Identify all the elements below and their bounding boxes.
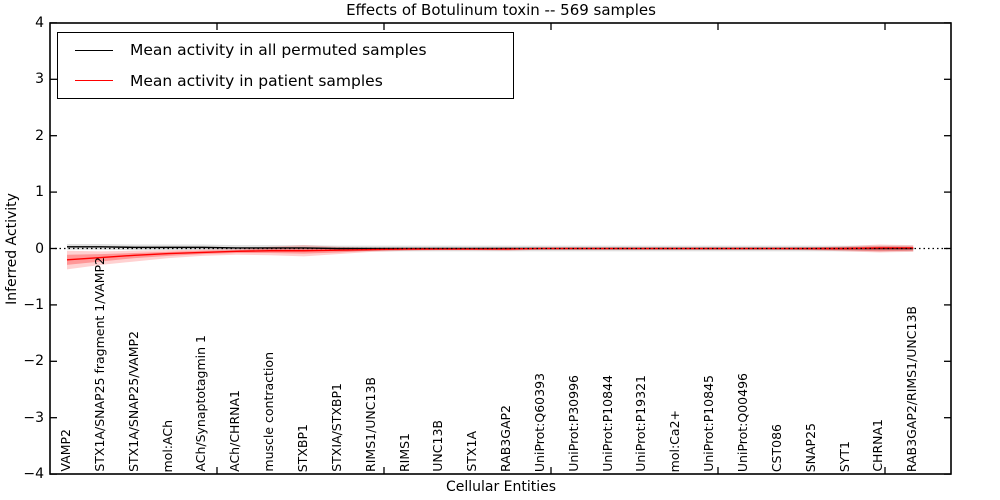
y-tick-label: 4 (35, 14, 44, 31)
y-tick-label: 2 (35, 127, 44, 144)
x-tick-label: UniProt:P30996 (565, 375, 581, 472)
y-tick-label: −4 (23, 466, 44, 483)
legend-entry-patient: Mean activity in patient samples (58, 68, 513, 94)
legend-line-icon (75, 80, 113, 82)
x-tick-label: UniProt:Q00496 (735, 372, 750, 472)
y-tick-label: 1 (35, 184, 44, 201)
x-tick-label: UniProt:P19321 (633, 375, 649, 472)
permuted-samples-spread-band (67, 243, 914, 252)
x-tick-label: mol:Ca2+ (667, 409, 683, 472)
y-tick-label: −3 (23, 409, 44, 426)
x-tick-label: VAMP2 (58, 429, 73, 472)
x-tick-label: RIMS1 (396, 432, 412, 472)
x-tick-label: RAB3GAP2/RIMS1/UNC13B (904, 305, 920, 472)
y-tick-label: −2 (23, 353, 44, 370)
x-tick-label: CHRNA1 (870, 419, 886, 472)
x-tick-label: mol:ACh (159, 419, 175, 473)
legend: Mean activity in all permuted samples Me… (57, 32, 514, 99)
series-line-1 (66, 247, 914, 261)
x-tick-label: STX1A/SNAP25/VAMP2 (125, 331, 141, 472)
x-tick-label: ACh/Synaptotagmin 1 (193, 335, 209, 472)
x-tick-label: STX1A (464, 431, 480, 472)
x-tick-label: UniProt:Q60393 (531, 372, 547, 472)
x-tick-label: RIMS1/UNC13B (362, 377, 378, 472)
x-tick-label: ACh/CHRNA1 (227, 390, 243, 472)
legend-label: Mean activity in all permuted samples (130, 41, 427, 60)
y-axis-title: Inferred Activity (4, 193, 20, 305)
x-axis-title: Cellular Entities (445, 479, 557, 495)
x-tick-label: STX1A/SNAP25 fragment 1/VAMP2 (91, 257, 107, 472)
x-tick-label: UniProt:P10845 (701, 375, 717, 472)
y-tick-label: 0 (35, 240, 44, 257)
x-tick-label: RAB3GAP2 (498, 405, 514, 472)
x-tick-label: muscle contraction (261, 352, 277, 472)
x-tick-label: SNAP25 (802, 422, 818, 472)
x-tick-label: CST086 (768, 423, 784, 472)
legend-line-icon (75, 49, 113, 51)
y-tick-label: 3 (35, 71, 44, 88)
x-tick-label: UNC13B (430, 420, 446, 472)
chart-title: Effects of Botulinum toxin -- 569 sample… (346, 1, 656, 19)
y-tick-label: −1 (23, 296, 44, 313)
x-tick-label: SYT1 (836, 440, 852, 472)
legend-label: Mean activity in patient samples (130, 71, 383, 90)
x-tick-label: UniProt:P10844 (599, 375, 615, 472)
x-tick-label: STXIA/STXBP1 (328, 383, 344, 472)
x-tick-label: STXBP1 (294, 423, 310, 472)
legend-entry-permuted: Mean activity in all permuted samples (58, 37, 513, 63)
